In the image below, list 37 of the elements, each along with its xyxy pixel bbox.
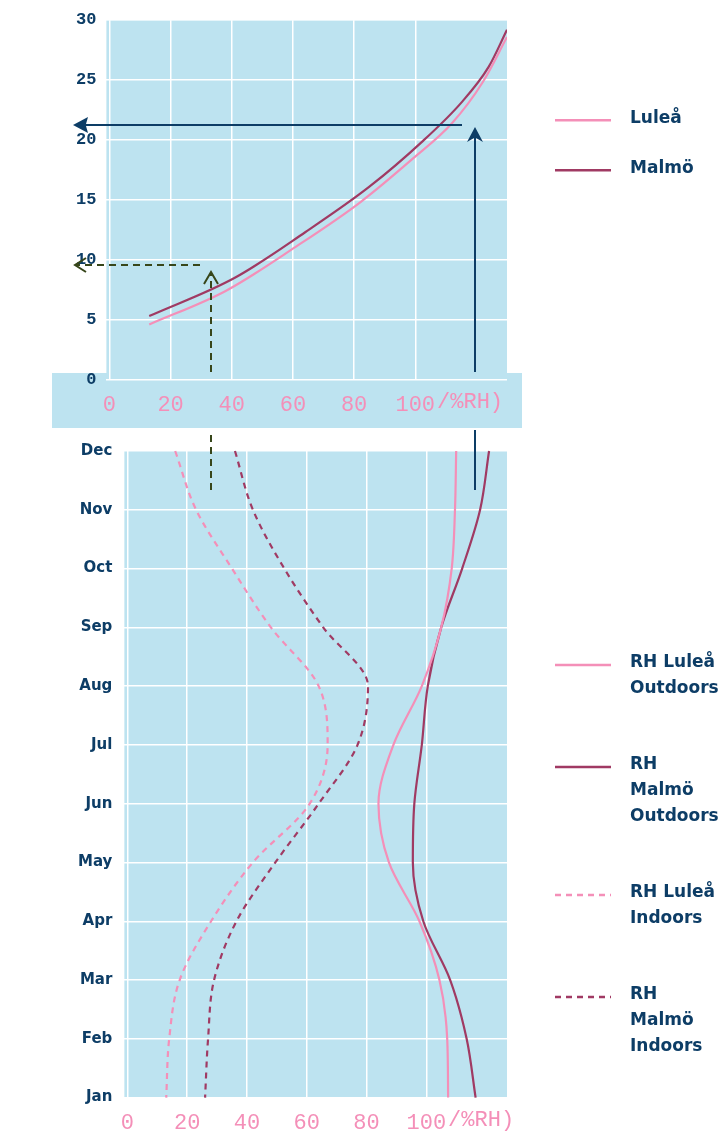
x-tick-label: 100 [406, 1110, 447, 1136]
legend-label: Malmö [630, 156, 694, 177]
x-tick-label: 20 [173, 1110, 201, 1136]
x-tick-label: 60 [279, 392, 307, 418]
legend-label: RH Luleå Indoors [630, 880, 715, 928]
x-tick-label: 20 [157, 392, 184, 418]
x-tick-label: 40 [218, 392, 245, 418]
y-tick-label: Feb [81, 1028, 113, 1047]
y-tick-label: May [77, 852, 113, 871]
x-axis-title: /%RH) [448, 1108, 515, 1134]
y-tick-label: 30 [76, 10, 97, 30]
y-tick-label: Jan [84, 1087, 113, 1106]
x-tick-label: 40 [233, 1110, 261, 1136]
y-tick-label: Dec [80, 440, 113, 459]
y-tick-label: Oct [83, 558, 113, 577]
legend-label: RH Malmö Outdoors [630, 753, 719, 826]
x-tick-label: 80 [340, 392, 368, 418]
legend-label: Luleå [630, 105, 682, 127]
y-tick-label: 5 [86, 309, 97, 329]
legend-label: RH Malmö Indoors [630, 983, 703, 1056]
legend-label: RH Luleå Outdoors [630, 650, 719, 698]
x-tick-label: 100 [395, 392, 436, 418]
y-tick-label: Apr [82, 911, 113, 930]
x-tick-label: 80 [353, 1110, 380, 1136]
y-tick-label: Sep [80, 617, 113, 636]
y-tick-label: 0 [86, 369, 97, 389]
y-tick-label: Mar [79, 969, 113, 988]
x-axis-title: /%RH) [437, 390, 504, 416]
y-tick-label: Jun [84, 793, 113, 812]
y-tick-label: 20 [76, 130, 97, 150]
y-tick-label: 15 [76, 190, 97, 210]
y-tick-label: Aug [79, 676, 113, 695]
x-tick-label: 60 [293, 1110, 320, 1136]
y-tick-label: 25 [76, 70, 97, 90]
y-tick-label: Nov [79, 499, 113, 518]
y-tick-label: Jul [89, 734, 113, 753]
x-tick-label: 0 [120, 1110, 134, 1136]
